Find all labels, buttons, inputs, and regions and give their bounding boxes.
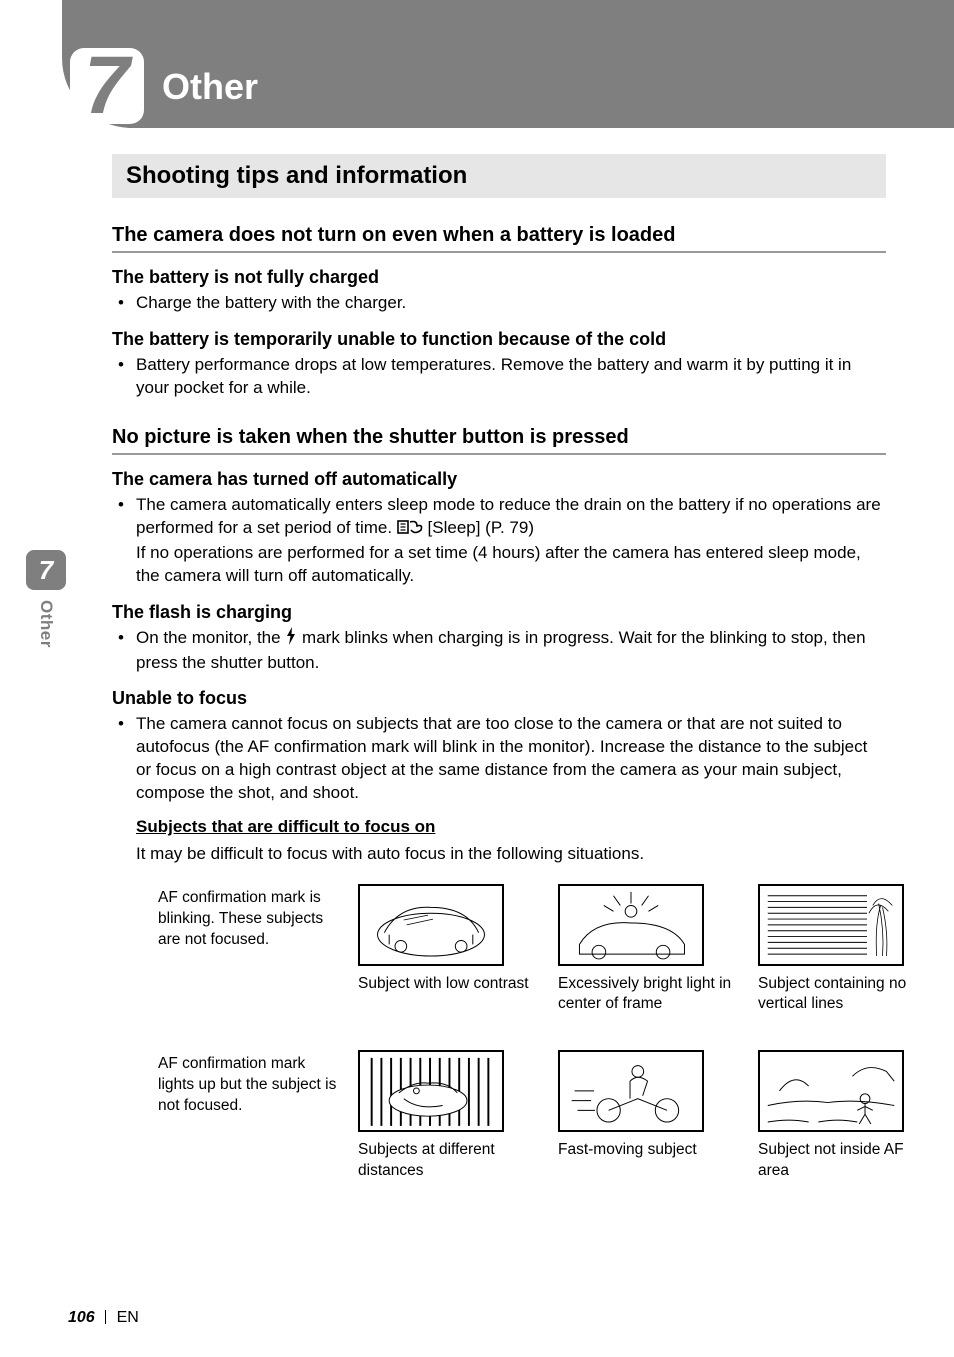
chapter-title: Other bbox=[162, 66, 258, 108]
sleep-reference: [Sleep] (P. 79) bbox=[428, 518, 534, 537]
chapter-number-badge: 7 bbox=[70, 48, 144, 124]
flash-text-pre: On the monitor, the bbox=[136, 628, 285, 647]
remedy-charge-battery: Charge the battery with the charger. bbox=[112, 292, 886, 315]
remedy-warm-battery: Battery performance drops at low tempera… bbox=[112, 354, 886, 400]
caption-outside-af: Subject not inside AF area bbox=[758, 1140, 938, 1180]
example-bright-center: Excessively bright light in center of fr… bbox=[558, 884, 738, 1014]
cause-flash-charging: The flash is charging bbox=[112, 602, 886, 623]
side-tab-label: Other bbox=[36, 600, 56, 648]
example-low-contrast: Subject with low contrast bbox=[358, 884, 538, 1014]
cause-battery-not-charged: The battery is not fully charged bbox=[112, 267, 886, 288]
illustration-bright-center bbox=[558, 884, 704, 966]
remedy-sleep-mode: The camera automatically enters sleep mo… bbox=[112, 494, 886, 588]
reference-icon bbox=[397, 519, 423, 542]
page-number: 106 bbox=[68, 1309, 95, 1326]
page-footer: 106 EN bbox=[68, 1309, 139, 1327]
cause-battery-cold: The battery is temporarily unable to fun… bbox=[112, 329, 886, 350]
row1-description: AF confirmation mark is blinking. These … bbox=[158, 884, 338, 1014]
caption-low-contrast: Subject with low contrast bbox=[358, 974, 538, 994]
example-fast-moving: Fast-moving subject bbox=[558, 1050, 738, 1180]
caption-bright-center: Excessively bright light in center of fr… bbox=[558, 974, 738, 1014]
flash-icon bbox=[285, 627, 297, 652]
illustration-outside-af bbox=[758, 1050, 904, 1132]
difficult-subjects-intro: It may be difficult to focus with auto f… bbox=[136, 843, 886, 866]
illustration-low-contrast bbox=[358, 884, 504, 966]
caption-no-vertical: Subject containing no vertical lines bbox=[758, 974, 938, 1014]
row2-description: AF confirmation mark lights up but the s… bbox=[158, 1050, 338, 1180]
caption-different-distances: Subjects at different distances bbox=[358, 1140, 538, 1180]
side-tab-number: 7 bbox=[26, 550, 66, 590]
cause-unable-focus: Unable to focus bbox=[112, 688, 886, 709]
illustration-no-vertical bbox=[758, 884, 904, 966]
example-no-vertical: Subject containing no vertical lines bbox=[758, 884, 938, 1014]
example-different-distances: Subjects at different distances bbox=[358, 1050, 538, 1180]
page-lang: EN bbox=[117, 1309, 139, 1326]
remedy-flash-wait: On the monitor, the mark blinks when cha… bbox=[112, 627, 886, 675]
illustration-different-distances bbox=[358, 1050, 504, 1132]
chapter-header: 7 Other bbox=[62, 0, 954, 128]
heading-no-power: The camera does not turn on even when a … bbox=[112, 224, 886, 253]
heading-no-picture: No picture is taken when the shutter but… bbox=[112, 426, 886, 455]
side-tab: 7 Other bbox=[26, 550, 66, 648]
illustration-fast-moving bbox=[558, 1050, 704, 1132]
remedy-focus: The camera cannot focus on subjects that… bbox=[112, 713, 886, 805]
example-outside-af: Subject not inside AF area bbox=[758, 1050, 938, 1180]
caption-fast-moving: Fast-moving subject bbox=[558, 1140, 738, 1160]
sleep-text-post: If no operations are performed for a set… bbox=[136, 543, 861, 585]
section-title: Shooting tips and information bbox=[112, 154, 886, 198]
difficult-subjects-heading: Subjects that are difficult to focus on bbox=[136, 817, 886, 837]
cause-camera-off: The camera has turned off automatically bbox=[112, 469, 886, 490]
chapter-number: 7 bbox=[84, 45, 130, 127]
focus-examples-grid: AF confirmation mark is blinking. These … bbox=[158, 884, 886, 1181]
